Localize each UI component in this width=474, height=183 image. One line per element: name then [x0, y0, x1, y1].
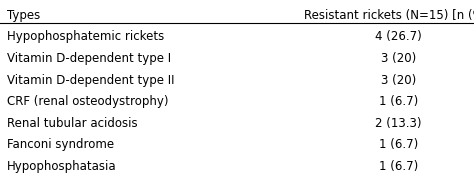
Text: 3 (20): 3 (20) — [381, 52, 416, 65]
Text: 4 (26.7): 4 (26.7) — [375, 30, 421, 43]
Text: Resistant rickets (N=15) [n (%)]: Resistant rickets (N=15) [n (%)] — [304, 9, 474, 22]
Text: Vitamin D-dependent type I: Vitamin D-dependent type I — [7, 52, 171, 65]
Text: 1 (6.7): 1 (6.7) — [379, 160, 418, 173]
Text: Hypophosphatemic rickets: Hypophosphatemic rickets — [7, 30, 164, 43]
Text: Renal tubular acidosis: Renal tubular acidosis — [7, 117, 138, 130]
Text: Types: Types — [7, 9, 40, 22]
Text: 3 (20): 3 (20) — [381, 74, 416, 87]
Text: Vitamin D-dependent type II: Vitamin D-dependent type II — [7, 74, 174, 87]
Text: Hypophosphatasia: Hypophosphatasia — [7, 160, 117, 173]
Text: 1 (6.7): 1 (6.7) — [379, 95, 418, 108]
Text: CRF (renal osteodystrophy): CRF (renal osteodystrophy) — [7, 95, 169, 108]
Text: Fanconi syndrome: Fanconi syndrome — [7, 138, 114, 151]
Text: 2 (13.3): 2 (13.3) — [375, 117, 421, 130]
Text: 1 (6.7): 1 (6.7) — [379, 138, 418, 151]
